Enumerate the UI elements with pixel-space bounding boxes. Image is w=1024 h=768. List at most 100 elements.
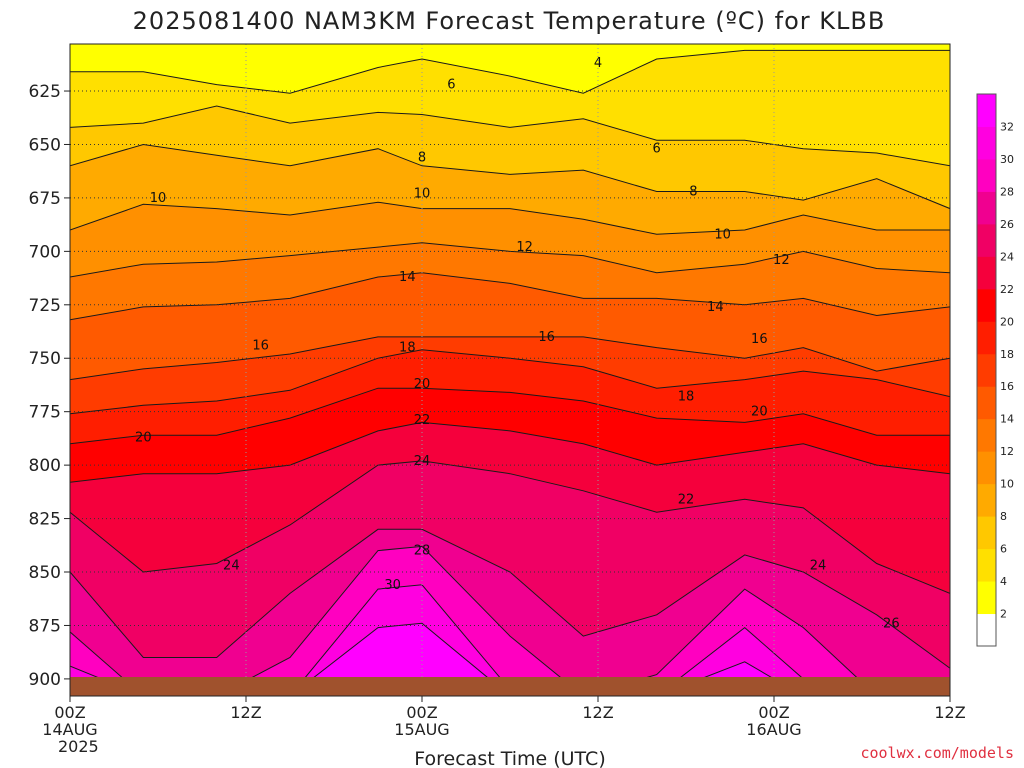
colorbar-label: 18 [1000, 348, 1014, 361]
contour-label: 14 [399, 270, 416, 285]
contour-label: 24 [810, 559, 827, 574]
colorbar-label: 2 [1000, 608, 1007, 621]
y-tick-label: 650 [29, 135, 61, 155]
x-tick-label: 00Z [406, 703, 437, 722]
contour-label: 16 [538, 330, 555, 345]
colorbar-frame [976, 93, 997, 647]
y-tick-label: 850 [29, 563, 61, 583]
contour-label: 20 [135, 430, 152, 445]
colorbar-segment [977, 418, 996, 452]
contour-label: 24 [414, 454, 431, 469]
colorbar-label: 26 [1000, 218, 1014, 231]
contour-label: 6 [653, 142, 661, 157]
colorbar-label: 16 [1000, 380, 1014, 393]
contour-label: 14 [707, 300, 724, 315]
colorbar-segment [977, 386, 996, 420]
colorbar-segment [977, 581, 996, 615]
x-tick-label: 15AUG [394, 720, 449, 739]
colorbar-label: 12 [1000, 445, 1014, 458]
colorbar-segment [977, 126, 996, 160]
temperature-bands [70, 50, 950, 696]
isotherm-6 [70, 105, 950, 167]
contour-labels: 4 6 6 8 8 10 10 10 12 12 14 14 16 16 16 18 18 20 20 20 22 22 2… [135, 56, 900, 631]
contour-label: 30 [384, 578, 401, 593]
colorbar-segment [977, 223, 996, 257]
x-tick-label: 00Z [54, 703, 85, 722]
chart-title: 2025081400 NAM3KM Forecast Temperature (… [133, 7, 886, 35]
isotherm-8 [70, 143, 950, 210]
isotherm-20 [70, 387, 950, 445]
contour-label: 10 [150, 191, 167, 206]
contour-label: 8 [689, 185, 697, 200]
contour-label: 10 [714, 227, 731, 242]
x-axis-label: Forecast Time (UTC) [414, 748, 605, 768]
contour-label: 18 [678, 390, 695, 405]
colorbar-segment [977, 94, 996, 127]
colorbar-segment [977, 516, 996, 550]
colorbar-segment [977, 158, 996, 192]
contour-label: 12 [773, 253, 790, 268]
colorbar-label: 6 [1000, 543, 1007, 556]
contour-label: 16 [252, 338, 269, 353]
colorbar-label: 30 [1000, 153, 1014, 166]
contour-label: 22 [414, 413, 431, 428]
x-tick-label: 12Z [230, 703, 261, 722]
x-tick-label: 14AUG [42, 720, 97, 739]
x-tick-label: 2025 [58, 737, 99, 756]
isotherm-16 [70, 336, 950, 381]
plot-frame [69, 43, 951, 697]
plot-area: 4 6 6 8 8 10 10 10 12 12 14 14 16 16 16 18 18 20 20 20 22 22 2… [69, 43, 951, 697]
contour-label: 28 [414, 544, 431, 559]
terrain-ground [70, 677, 950, 696]
colorbar-segment [977, 548, 996, 582]
colorbar-label: 22 [1000, 283, 1014, 296]
y-tick-label: 675 [29, 189, 61, 209]
colorbar-segment [977, 288, 996, 322]
contour-label: 26 [883, 616, 900, 631]
isotherm-14 [70, 272, 950, 321]
y-tick-label: 800 [29, 456, 61, 476]
colorbar-segment [977, 321, 996, 355]
isotherm-28 [70, 545, 950, 696]
contour-label: 18 [399, 341, 416, 356]
y-tick-label: 825 [29, 510, 61, 530]
contour-label: 24 [223, 559, 240, 574]
contour-label: 6 [447, 78, 455, 93]
colorbar-segment [977, 451, 996, 485]
y-tick-label: 900 [29, 670, 61, 690]
colorbar-segment [977, 256, 996, 290]
isotherm-4 [70, 49, 950, 94]
isotherm-24 [70, 460, 950, 594]
y-tick-label: 725 [29, 296, 61, 316]
y-axis: 625 650 675 700 725 750 775 800 825 850 875 900 [29, 82, 70, 690]
colorbar-label: 8 [1000, 510, 1007, 523]
colorbar-segment [977, 191, 996, 225]
y-tick-label: 700 [29, 242, 61, 262]
colorbar-segment [977, 483, 996, 517]
contour-label: 20 [751, 405, 768, 420]
colorbar-label: 24 [1000, 250, 1014, 263]
contour-label: 22 [678, 492, 695, 507]
contour-label: 16 [751, 332, 768, 347]
x-tick-label: 12Z [934, 703, 965, 722]
contour-label: 12 [516, 240, 533, 255]
y-tick-label: 875 [29, 616, 61, 636]
credit-text: coolwx.com/models [860, 744, 1014, 762]
colorbar-label: 28 [1000, 185, 1014, 198]
colorbar-label: 14 [1000, 413, 1014, 426]
y-tick-label: 625 [29, 82, 61, 102]
isotherm-10 [70, 201, 950, 235]
y-tick-label: 775 [29, 403, 61, 423]
colorbar-label: 4 [1000, 575, 1007, 588]
colorbar-label: 10 [1000, 478, 1014, 491]
contour-label: 8 [418, 150, 426, 165]
contour-label: 20 [414, 377, 431, 392]
colorbar-segment [977, 353, 996, 387]
colorbar-label: 20 [1000, 315, 1014, 328]
y-tick-label: 750 [29, 349, 61, 369]
contour-label: 10 [414, 187, 431, 202]
x-tick-label: 12Z [582, 703, 613, 722]
